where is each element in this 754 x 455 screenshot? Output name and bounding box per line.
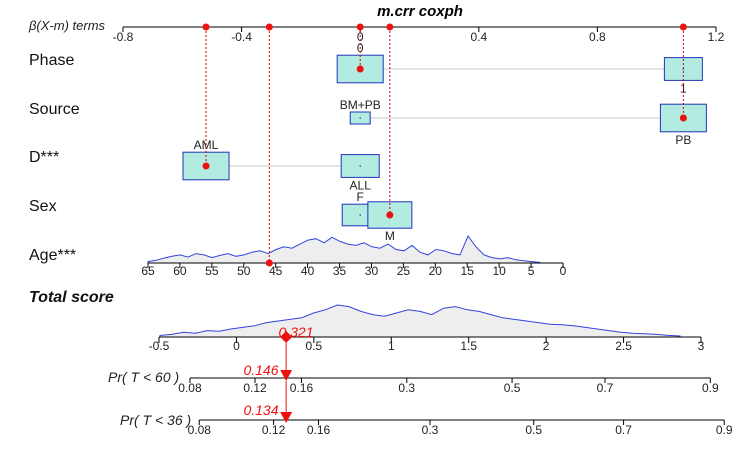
age-axis-tick-label: 5 bbox=[528, 264, 535, 278]
age-axis-tick-label: 25 bbox=[397, 264, 411, 278]
age-patient-marker bbox=[265, 259, 273, 267]
probability-axis-tick-label: 0.9 bbox=[716, 423, 733, 437]
top-axis-tick-label: 0.4 bbox=[470, 30, 487, 44]
probability-axis-tick-label: 0.08 bbox=[178, 381, 202, 395]
age-density-curve bbox=[147, 234, 541, 264]
age-axis-tick-label: 30 bbox=[365, 264, 379, 278]
pr60-value: 0.146 bbox=[243, 362, 278, 378]
phase-patient-marker bbox=[356, 65, 364, 73]
age-axis-tick-label: 35 bbox=[333, 264, 347, 278]
probability-axis-tick-label: 0.16 bbox=[290, 381, 314, 395]
chart-title: m.crr coxph bbox=[377, 3, 463, 20]
total-score-tick-label: 0 bbox=[233, 339, 240, 353]
age-axis-tick-label: 50 bbox=[237, 264, 251, 278]
total-score-tick-label: 2.5 bbox=[615, 339, 632, 353]
variable-label-d: D*** bbox=[29, 149, 59, 166]
pr36-arrow-head bbox=[280, 412, 293, 423]
age-axis-tick-label: 40 bbox=[301, 264, 315, 278]
d-category-label: ALL bbox=[350, 178, 372, 192]
age-axis-tick-label: 60 bbox=[173, 264, 187, 278]
probability-axis-tick-label: 0.12 bbox=[243, 381, 267, 395]
title-group: m.crr coxph bbox=[377, 3, 463, 20]
probability-axis-tick-label: 0.16 bbox=[307, 423, 331, 437]
top-axis-tick-label: 0.8 bbox=[589, 30, 606, 44]
source-category-label: PB bbox=[675, 133, 691, 147]
total-score-label: Total score bbox=[29, 289, 114, 306]
top-axis-tick-label: -0.8 bbox=[113, 30, 134, 44]
probability-axis-tick-label: 0.5 bbox=[504, 381, 521, 395]
total-score-density-curve bbox=[159, 304, 681, 338]
total-score-tick-label: 1 bbox=[388, 339, 395, 353]
pr36-label: Pr( T < 36 ) bbox=[120, 412, 191, 428]
pr60-label: Pr( T < 60 ) bbox=[108, 369, 179, 385]
total-score-tick-label: 1.5 bbox=[460, 339, 477, 353]
pr36-value: 0.134 bbox=[243, 402, 278, 418]
d-category-center-dot bbox=[359, 165, 362, 167]
variable-label-age: Age*** bbox=[29, 247, 76, 264]
top-axis-patient-marker bbox=[265, 23, 273, 31]
age-axis-tick-label: 45 bbox=[269, 264, 283, 278]
age-axis-tick-label: 10 bbox=[492, 264, 506, 278]
probability-axis-tick-label: 0.5 bbox=[525, 423, 542, 437]
total-score-tick-label: 2 bbox=[543, 339, 550, 353]
total-score-patient-marker bbox=[280, 331, 293, 343]
age-axis-tick-label: 20 bbox=[429, 264, 443, 278]
age-axis-tick-label: 55 bbox=[205, 264, 219, 278]
total-score-tick-label: 0.5 bbox=[306, 339, 323, 353]
source-category-label: BM+PB bbox=[340, 98, 381, 112]
probability-axis-tick-label: 0.08 bbox=[188, 423, 212, 437]
sex-category-label: M bbox=[385, 229, 395, 243]
top-axis-patient-marker bbox=[386, 23, 394, 31]
total-score-tick-label: -0.5 bbox=[149, 339, 170, 353]
top-axis: β(X-m) terms bbox=[28, 18, 106, 33]
d-category-label: AML bbox=[194, 138, 219, 152]
top-axis-patient-marker bbox=[356, 23, 364, 31]
probability-axis-tick-label: 0.9 bbox=[702, 381, 719, 395]
variable-label-sex: Sex bbox=[29, 198, 57, 215]
pr60-arrow-head bbox=[280, 370, 293, 381]
sex-category-center-dot bbox=[359, 214, 362, 216]
probability-axis-tick-label: 0.7 bbox=[597, 381, 614, 395]
top-axis-patient-marker bbox=[679, 23, 687, 31]
top-axis-tick-label: -0.4 bbox=[231, 30, 252, 44]
total-score-tick-label: 3 bbox=[698, 339, 705, 353]
top-axis-label: β(X-m) terms bbox=[28, 18, 106, 33]
variable-label-source: Source bbox=[29, 101, 80, 118]
probability-axis-tick-label: 0.3 bbox=[398, 381, 415, 395]
source-patient-marker bbox=[679, 114, 687, 122]
top-axis-patient-marker bbox=[202, 23, 210, 31]
probability-axis-tick-label: 0.12 bbox=[262, 423, 286, 437]
probability-axis-tick-label: 0.7 bbox=[615, 423, 632, 437]
age-axis-tick-label: 15 bbox=[461, 264, 475, 278]
top-axis-tick-label: 1.2 bbox=[708, 30, 725, 44]
total-score-value: 0.321 bbox=[278, 324, 313, 340]
d-patient-marker bbox=[202, 162, 210, 170]
variable-labels: Phase Source D*** Sex Age*** Total score… bbox=[29, 52, 191, 428]
sex-patient-marker bbox=[386, 211, 394, 219]
age-axis-tick-label: 65 bbox=[141, 264, 155, 278]
probability-axis-tick-label: 0.3 bbox=[422, 423, 439, 437]
variable-label-phase: Phase bbox=[29, 52, 74, 69]
sex-category-label: F bbox=[357, 190, 364, 204]
patient-value-labels: 0.321 0.146 0.134 bbox=[243, 324, 313, 418]
source-category-center-dot bbox=[359, 117, 362, 119]
age-axis-tick-label: 0 bbox=[560, 264, 567, 278]
